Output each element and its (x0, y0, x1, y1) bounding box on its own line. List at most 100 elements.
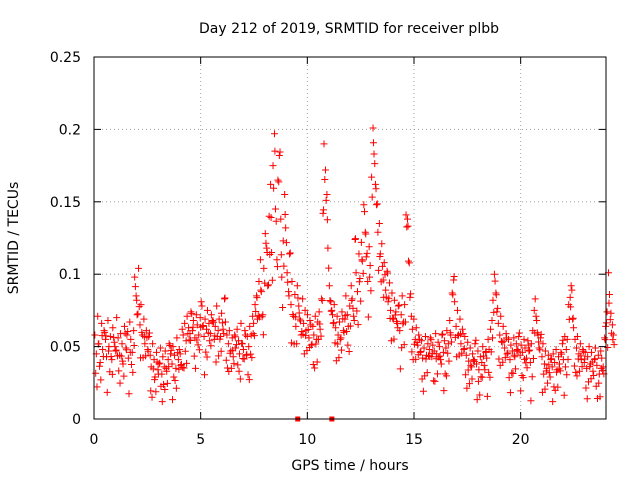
data-point (192, 311, 200, 319)
data-point (527, 397, 535, 405)
data-point (544, 351, 552, 359)
data-point (133, 311, 141, 319)
data-point (185, 324, 193, 332)
data-point (425, 352, 433, 360)
data-point (305, 334, 313, 342)
data-point (527, 340, 535, 348)
data-point (278, 273, 286, 281)
data-point (97, 376, 105, 384)
data-point (352, 269, 360, 277)
data-point (124, 354, 132, 362)
data-point (588, 348, 596, 356)
data-point (467, 361, 475, 369)
data-point (186, 337, 194, 345)
data-point (350, 312, 358, 320)
data-point (222, 356, 230, 364)
data-point (440, 337, 448, 345)
data-point (371, 180, 379, 188)
data-point (372, 201, 380, 209)
data-point (479, 343, 487, 351)
data-point (214, 327, 222, 335)
data-point (577, 352, 585, 360)
data-point (329, 319, 337, 327)
data-point (539, 340, 547, 348)
data-point (149, 365, 157, 373)
data-point (601, 334, 609, 342)
data-point (109, 324, 117, 332)
data-point (412, 355, 420, 363)
data-point (96, 362, 104, 370)
data-point (332, 324, 340, 332)
data-point (492, 291, 500, 299)
data-point (178, 325, 186, 333)
data-point (450, 273, 458, 281)
data-point (487, 325, 495, 333)
data-point (468, 375, 476, 383)
data-point (131, 283, 139, 291)
data-point (576, 367, 584, 375)
data-point (142, 352, 150, 360)
data-point (155, 360, 163, 368)
data-point (426, 334, 434, 342)
data-layer (91, 124, 618, 422)
data-point (259, 311, 267, 319)
data-point (551, 359, 559, 367)
data-point (472, 360, 480, 368)
data-point (285, 292, 293, 300)
data-point (194, 341, 202, 349)
data-point (291, 290, 299, 298)
data-point (486, 373, 494, 381)
data-point (176, 350, 184, 358)
data-point (218, 309, 226, 317)
data-point (546, 373, 554, 381)
data-point (333, 312, 341, 320)
data-point (283, 269, 291, 277)
data-point (366, 273, 374, 281)
data-point (420, 344, 428, 352)
data-point (465, 380, 473, 388)
data-point (517, 387, 525, 395)
y-tick-label: 0.05 (50, 340, 81, 356)
data-point (463, 384, 471, 392)
data-point (583, 395, 591, 403)
data-point (264, 282, 272, 290)
data-point (376, 250, 384, 258)
data-point (598, 354, 606, 362)
data-point (281, 191, 289, 199)
data-point (464, 338, 472, 346)
data-point (458, 349, 466, 357)
data-point (519, 348, 527, 356)
data-point (263, 244, 271, 252)
data-point (227, 364, 235, 372)
data-point (113, 314, 121, 322)
data-point (591, 355, 599, 363)
data-point (282, 224, 290, 232)
data-point (199, 321, 207, 329)
data-point (213, 302, 221, 310)
data-point (270, 184, 278, 192)
data-point (215, 352, 223, 360)
data-point (375, 220, 383, 228)
data-point (558, 340, 566, 348)
data-point (110, 333, 118, 341)
y-axis-label: SRMTID / TECUs (6, 182, 22, 295)
data-point (526, 359, 534, 367)
data-point (146, 351, 154, 359)
data-point (573, 332, 581, 340)
data-point (605, 290, 613, 298)
data-point (311, 312, 319, 320)
data-point (249, 312, 257, 320)
data-point (286, 250, 294, 258)
y-tick-label: 0.15 (50, 195, 81, 211)
data-point (145, 332, 153, 340)
data-point (211, 322, 219, 330)
data-point (419, 387, 427, 395)
data-point (96, 359, 104, 367)
data-point (220, 295, 228, 303)
data-point (560, 391, 568, 399)
data-point (273, 256, 281, 264)
data-point (334, 340, 342, 348)
data-point (404, 257, 412, 265)
data-point (324, 244, 332, 252)
data-point (229, 353, 237, 361)
